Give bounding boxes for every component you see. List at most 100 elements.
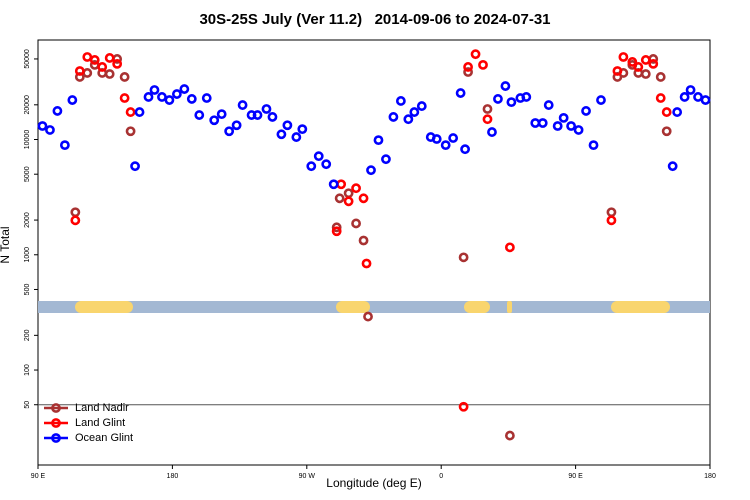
point	[366, 165, 376, 176]
point	[693, 92, 703, 102]
point	[448, 133, 459, 143]
point	[588, 140, 599, 151]
point	[297, 124, 308, 135]
point	[291, 132, 302, 142]
land-band	[507, 301, 512, 313]
point	[648, 58, 659, 69]
point	[606, 207, 617, 218]
point	[45, 125, 55, 135]
point	[82, 52, 93, 62]
point	[478, 59, 488, 70]
point	[552, 121, 563, 131]
point	[440, 140, 451, 151]
point	[661, 126, 672, 137]
point	[388, 112, 399, 122]
point	[52, 106, 63, 116]
point	[104, 53, 115, 63]
y-tick-label: 5000	[24, 166, 31, 182]
point	[186, 94, 197, 104]
legend-marker	[51, 403, 61, 413]
point	[416, 101, 427, 111]
x-axis-label: Longitude (deg E)	[326, 476, 421, 490]
point	[351, 183, 361, 194]
x-tick-label: 0	[439, 473, 443, 480]
point	[67, 95, 78, 105]
point	[530, 118, 541, 128]
point	[373, 135, 384, 146]
x-tick-label: 180	[704, 473, 716, 480]
legend-label: Land Nadir	[75, 402, 129, 414]
point	[231, 120, 242, 131]
legend-label: Ocean Glint	[75, 432, 133, 444]
point	[267, 112, 278, 122]
point	[482, 114, 493, 125]
point	[104, 69, 115, 79]
point	[640, 69, 651, 79]
point	[667, 161, 678, 172]
point	[640, 55, 651, 65]
x-tick-label: 180	[167, 473, 179, 480]
y-tick-label: 10000	[24, 130, 31, 150]
land-band	[464, 301, 490, 313]
point	[460, 144, 470, 155]
point	[679, 92, 690, 102]
point	[627, 57, 638, 67]
series	[70, 49, 672, 412]
y-tick-label: 50	[24, 401, 31, 409]
point	[82, 68, 93, 78]
land-band	[611, 301, 670, 313]
x-tick-label: 90 E	[568, 473, 583, 480]
y-tick-label: 100	[24, 364, 31, 376]
point	[328, 179, 339, 190]
point	[331, 222, 342, 233]
point	[395, 96, 406, 106]
y-tick-label: 2000	[24, 212, 31, 228]
point	[661, 107, 672, 117]
point	[493, 94, 503, 104]
point	[655, 72, 666, 82]
point	[134, 107, 145, 117]
point	[482, 104, 493, 114]
chart-title: 30S-25S July (Ver 11.2) 2014-09-06 to 20…	[199, 11, 550, 28]
point	[157, 92, 167, 102]
point	[363, 311, 373, 322]
point	[521, 92, 532, 102]
point	[463, 62, 473, 72]
x-tick-label: 90 E	[31, 473, 46, 480]
point	[566, 121, 577, 131]
y-tick-label: 1000	[24, 247, 31, 263]
point	[261, 104, 272, 114]
point	[306, 161, 317, 172]
y-tick-label: 50000	[24, 49, 31, 69]
point	[606, 215, 617, 226]
point	[618, 52, 629, 62]
ocean-band	[38, 301, 710, 313]
point	[331, 226, 342, 237]
legend-marker	[51, 433, 61, 443]
legend: Land Nadir Land Glint Ocean Glint	[44, 402, 133, 444]
point	[581, 106, 591, 116]
x-tick-label: 90 W	[299, 473, 316, 480]
land-band	[336, 301, 370, 313]
point	[149, 85, 160, 95]
point	[125, 126, 136, 137]
point	[276, 129, 287, 140]
point	[596, 95, 606, 105]
point	[455, 88, 466, 98]
point	[506, 97, 517, 108]
point	[672, 107, 683, 117]
point	[700, 95, 711, 105]
y-axis-label: N Total	[0, 226, 12, 263]
point	[431, 134, 442, 144]
point	[403, 114, 414, 125]
y-tick-label: 200	[24, 329, 31, 341]
point	[558, 112, 569, 123]
series	[37, 81, 711, 190]
plot-frame	[37, 39, 711, 466]
point	[171, 89, 182, 99]
point	[361, 258, 372, 269]
point	[334, 193, 345, 204]
point	[216, 109, 227, 120]
point	[573, 125, 584, 135]
point	[612, 66, 623, 76]
